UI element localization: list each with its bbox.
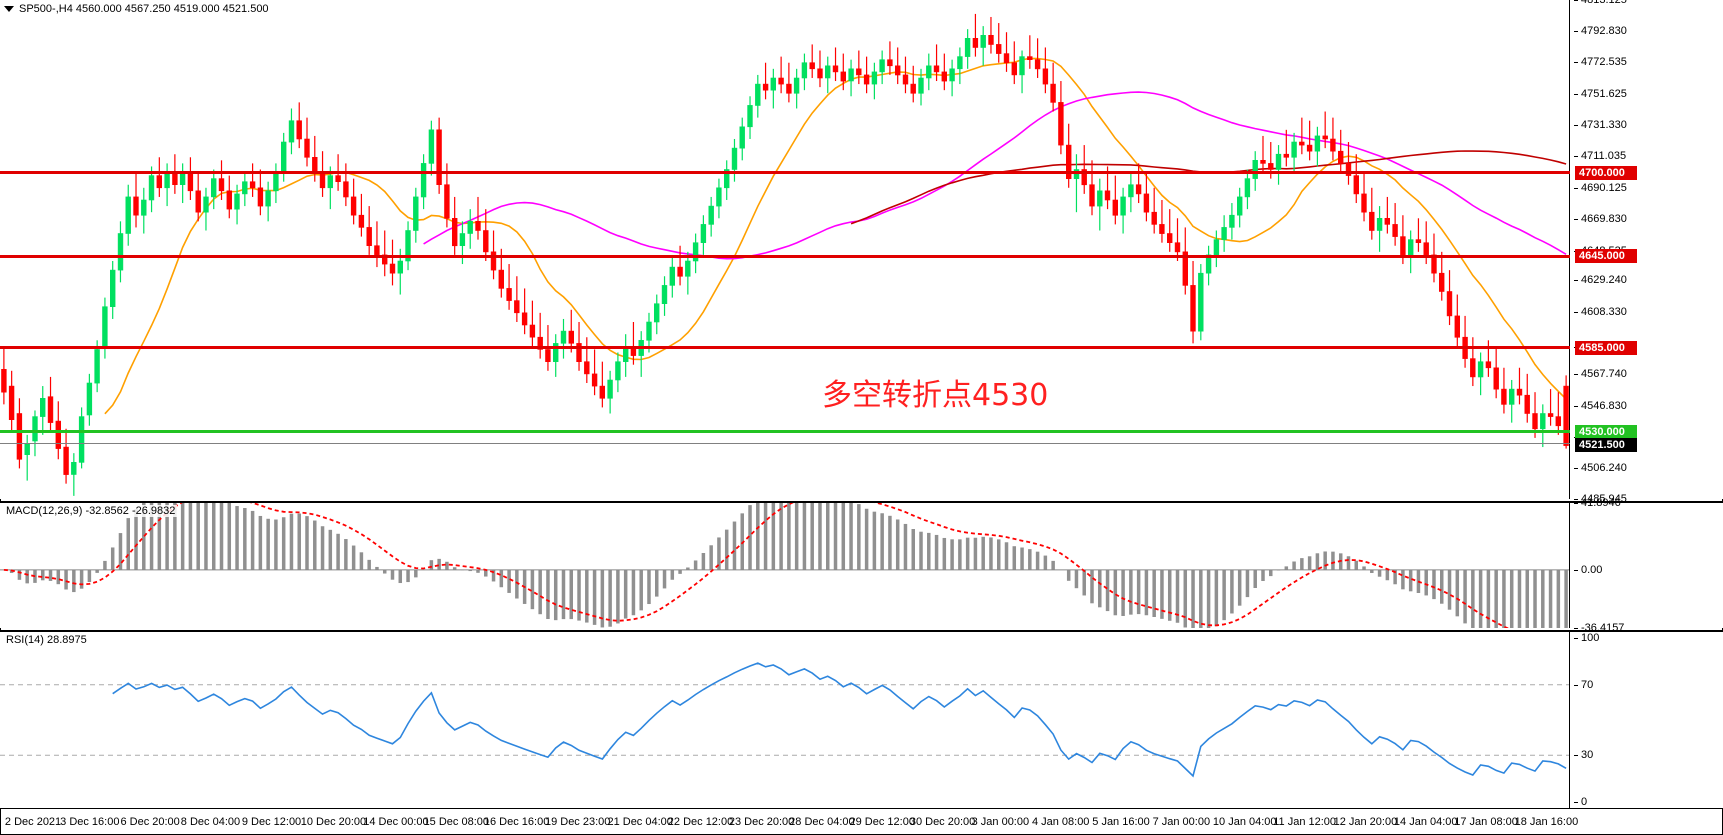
- resistance-4700-tag[interactable]: 4700.000: [1575, 165, 1637, 180]
- rsi-tick: 100: [1573, 632, 1600, 644]
- price-tick: 4690.125: [1574, 181, 1627, 194]
- price-tick: 4629.240: [1574, 274, 1627, 287]
- time-tick-label: 18 Jan 16:00: [1514, 816, 1579, 828]
- time-tick-label: 11 Jan 12:00: [1273, 816, 1337, 828]
- resistance-4645-line: [0, 254, 1570, 258]
- time-axis: 2 Dec 2021 3 Dec 16:00 6 Dec 20:00 8 Dec 04…: [0, 808, 1723, 835]
- triangle-down-icon[interactable]: [4, 6, 14, 12]
- price-tick: 4792.830: [1574, 24, 1627, 37]
- macd-label: MACD(12,26,9) -32.8562 -26.9832: [4, 505, 178, 517]
- time-tick-label: 14 Jan 04:00: [1393, 816, 1458, 828]
- macd-tick: 41.8946: [1574, 497, 1621, 509]
- time-tick-label: 9 Dec 12:00: [241, 816, 302, 828]
- support-4585-tag[interactable]: 4585.000: [1575, 340, 1637, 355]
- time-tick-label: 3 Jan 00:00: [971, 816, 1030, 828]
- macd-axis: 41.8946 0.00 -36.4157: [1571, 497, 1723, 634]
- time-tick-label: 17 Jan 08:00: [1454, 816, 1518, 828]
- pivot-annotation: 多空转折点4530: [822, 378, 1049, 413]
- price-tick: 4751.625: [1574, 87, 1627, 100]
- macd-tick: 0.00: [1573, 563, 1603, 576]
- time-tick-label: 2 Dec 2021: [4, 816, 62, 828]
- price-tick: 4506.240: [1574, 462, 1627, 475]
- time-tick-label: 28 Dec 04:00: [789, 816, 855, 828]
- time-tick-label: 10 Jan 04:00: [1212, 816, 1277, 828]
- macd-panel[interactable]: 41.8946 0.00 -36.4157 MACD(12,26,9) -32.85…: [0, 497, 1723, 634]
- rsi-tick: 30: [1573, 749, 1594, 762]
- rsi-panel[interactable]: 100 70 30 0 RSI(14) 28.8975: [0, 630, 1723, 808]
- price-axis: 4813.125 4792.830 4772.535 4751.625 4731.330…: [1571, 0, 1723, 505]
- last-price-4521-line: [0, 443, 1570, 445]
- symbol-ohlc-label: SP500-,H4 4560.000 4567.250 4519.000 452…: [19, 3, 269, 15]
- time-tick-label: 30 Dec 20:00: [909, 816, 976, 828]
- price-tick: 4731.330: [1574, 118, 1627, 131]
- pivot-4530-tag[interactable]: 4530.000: [1575, 424, 1637, 439]
- price-panel[interactable]: 4813.125 4792.830 4772.535 4751.625 4731.330…: [0, 0, 1723, 505]
- time-tick-label: 3 Dec 16:00: [60, 816, 120, 828]
- price-tick: 4608.330: [1574, 306, 1627, 319]
- time-tick-label: 6 Dec 20:00: [120, 816, 180, 828]
- macd-plot-area[interactable]: [0, 503, 1570, 628]
- rsi-tick: 70: [1573, 678, 1594, 691]
- chart-header: SP500-,H4 4560.000 4567.250 4519.000 452…: [4, 3, 269, 15]
- time-tick-label: 14 Dec 00:00: [363, 816, 429, 828]
- rsi-label: RSI(14) 28.8975: [4, 634, 89, 646]
- time-tick-label: 12 Jan 20:00: [1333, 816, 1398, 828]
- time-tick-label: 29 Dec 12:00: [849, 816, 915, 828]
- price-tick: 4546.830: [1574, 400, 1627, 413]
- rsi-plot-area[interactable]: [0, 632, 1570, 808]
- resistance-4700-line: [0, 171, 1570, 175]
- resistance-4645-tag[interactable]: 4645.000: [1575, 249, 1637, 264]
- last-price-4521-tag[interactable]: 4521.500: [1575, 437, 1637, 452]
- price-tick: 4567.740: [1574, 368, 1627, 381]
- time-tick-label: 5 Jan 16:00: [1092, 816, 1150, 828]
- rsi-tick: 0: [1573, 796, 1588, 808]
- time-tick-label: 7 Jan 00:00: [1152, 816, 1211, 828]
- time-tick-label: 8 Dec 04:00: [180, 816, 241, 828]
- price-plot-area[interactable]: [0, 0, 1570, 499]
- time-tick-label: 21 Dec 04:00: [607, 816, 673, 828]
- time-tick-label: 23 Dec 20:00: [728, 816, 795, 828]
- time-tick-label: 19 Dec 23:00: [544, 816, 611, 828]
- time-tick-label: 4 Jan 08:00: [1031, 816, 1090, 828]
- support-4585-line: [0, 346, 1570, 350]
- time-tick-label: 16 Dec 16:00: [483, 816, 550, 828]
- price-tick: 4772.535: [1574, 55, 1627, 68]
- price-tick: 4669.830: [1574, 212, 1627, 225]
- price-tick: 4711.035: [1573, 149, 1627, 162]
- time-tick-label: 15 Dec 08:00: [423, 816, 489, 828]
- time-tick-label: 10 Dec 20:00: [300, 816, 367, 828]
- price-tick: 4813.125: [1574, 0, 1627, 6]
- pivot-4530-line: [0, 430, 1570, 434]
- time-tick-label: 22 Dec 12:00: [667, 816, 734, 828]
- rsi-axis: 100 70 30 0: [1571, 632, 1723, 808]
